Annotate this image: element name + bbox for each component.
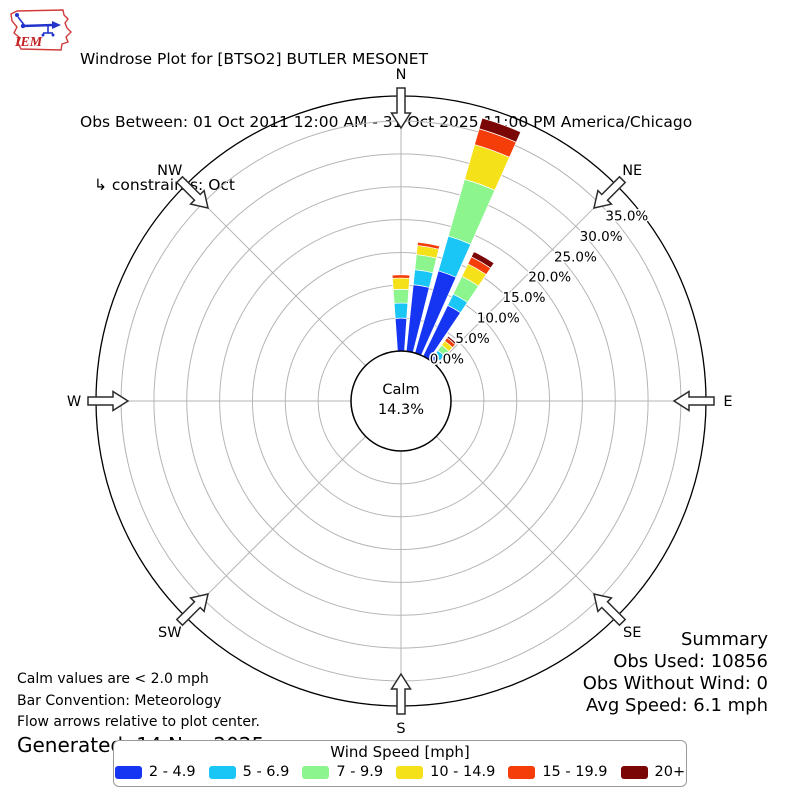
wind-bar-segment <box>393 302 409 319</box>
compass-arrow-w <box>87 390 130 412</box>
calm-circle <box>350 350 452 452</box>
wind-bar-segment <box>392 288 410 304</box>
compass-label-sw: SW <box>158 625 182 641</box>
legend-label: 5 - 6.9 <box>242 764 290 780</box>
weathervane-icon <box>15 13 61 37</box>
compass-label-n: N <box>396 67 407 83</box>
summary-obs-used: Obs Used: 10856 <box>613 651 768 672</box>
r-tick-label: 5.0% <box>455 331 489 347</box>
legend-title: Wind Speed [mph] <box>330 743 470 761</box>
r-tick-label: 10.0% <box>477 311 520 327</box>
wind-bar-segment <box>394 317 408 352</box>
legend-item: 15 - 19.9 <box>508 764 608 780</box>
compass-arrow-nw <box>175 175 209 209</box>
legend-swatch <box>208 765 236 779</box>
wind-speed-legend: Wind Speed [mph] 2 - 4.9 5 - 6.9 7 - 9.9 10… <box>113 740 687 787</box>
legend-swatch <box>396 765 424 779</box>
plot-subtitle: Obs Between: 01 Oct 2011 12:00 AM - 31 O… <box>80 113 693 131</box>
compass-label-e: E <box>723 394 732 410</box>
wind-bar-segment <box>416 241 441 250</box>
summary-block: Summary Obs Used: 10856 Obs Without Wind… <box>583 629 768 717</box>
compass-arrow-ne <box>593 175 627 209</box>
bar-convention-note: Bar Convention: Meteorology <box>17 692 222 709</box>
grid-spoke <box>184 184 366 366</box>
legend-label: 10 - 14.9 <box>430 764 496 780</box>
legend-swatch <box>114 765 142 779</box>
legend-item: 20+ <box>620 764 686 780</box>
compass-label-w: W <box>67 394 81 410</box>
compass-arrow-s <box>390 672 412 715</box>
legend-label: 7 - 9.9 <box>336 764 384 780</box>
r-tick-label: 35.0% <box>605 208 648 224</box>
iowa-outline <box>10 9 72 51</box>
legend-item: 5 - 6.9 <box>208 764 290 780</box>
iem-logo: IEM <box>10 9 72 51</box>
legend-item: 2 - 4.9 <box>114 764 196 780</box>
calm-value: 14.3% <box>378 402 424 418</box>
legend-swatch <box>620 765 648 779</box>
calm-note: Calm values are < 2.0 mph <box>17 671 209 687</box>
legend-item: 7 - 9.9 <box>302 764 383 780</box>
flow-arrows-note: Flow arrows relative to plot center. <box>17 714 260 730</box>
grid-spoke <box>436 184 618 366</box>
wind-bar-segment <box>391 274 411 279</box>
legend-label: 15 - 19.9 <box>542 764 608 780</box>
summary-avg-speed: Avg Speed: 6.1 mph <box>586 695 768 716</box>
wind-bar-segment <box>392 277 410 290</box>
legend-swatch <box>508 765 536 779</box>
compass-arrow-n <box>390 87 412 130</box>
grid-spoke <box>184 436 366 618</box>
r-tick-label: 15.0% <box>503 290 546 306</box>
plot-notes: Calm values are < 2.0 mph Bar Convention… <box>17 669 264 756</box>
wind-bar-segment <box>470 251 495 269</box>
wind-bar-segment <box>446 335 458 346</box>
compass-arrow-sw <box>175 593 209 627</box>
summary-obs-without-wind: Obs Without Wind: 0 <box>582 673 768 694</box>
compass-arrow-e <box>672 390 715 412</box>
summary-title: Summary <box>681 629 768 650</box>
r-tick-label: 25.0% <box>554 249 597 265</box>
wind-bar-segment <box>447 178 496 245</box>
legend-swatch <box>302 765 330 779</box>
compass-label-s: S <box>396 721 405 737</box>
compass-label-ne: NE <box>622 163 642 179</box>
legend-label: 20+ <box>654 764 686 780</box>
compass-label-se: SE <box>623 625 641 641</box>
legend-item: 10 - 14.9 <box>396 764 495 780</box>
r-tick-label: 0.0% <box>430 352 464 368</box>
wind-bar-segment <box>478 117 522 143</box>
compass-label-nw: NW <box>157 163 182 179</box>
compass-arrow-se <box>593 593 627 627</box>
grid-spoke <box>436 436 618 618</box>
r-tick-label: 30.0% <box>580 229 623 245</box>
legend-label: 2 - 4.9 <box>148 764 196 780</box>
wind-bars <box>391 117 522 366</box>
plot-title: Windrose Plot for [BTSO2] BUTLER MESONET <box>80 50 429 68</box>
legend-entries: 2 - 4.9 5 - 6.9 7 - 9.9 10 - 14.9 15 - 19.9 2… <box>114 764 686 780</box>
iem-logo-text: IEM <box>14 35 43 50</box>
flow-arrows <box>87 87 715 715</box>
r-tick-label: 20.0% <box>528 270 571 286</box>
calm-label: Calm <box>382 382 419 398</box>
